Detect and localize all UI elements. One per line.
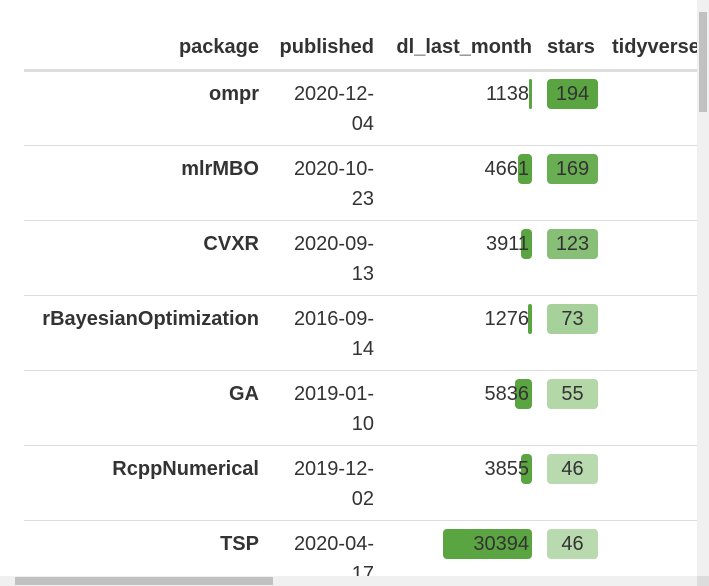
download-cell: 3855 <box>484 458 530 480</box>
package-cell: GA <box>229 383 259 405</box>
package-cell: TSP <box>220 533 259 555</box>
download-cell: 30394 <box>473 533 529 555</box>
stars-cell: 46 <box>547 529 598 559</box>
scroll-corner <box>697 576 709 586</box>
row-separator <box>24 295 697 296</box>
download-bar <box>520 454 532 484</box>
download-bar <box>520 229 532 259</box>
date-cell: 2019-12-02 <box>293 458 374 510</box>
download-bar <box>528 79 532 109</box>
package-cell: CVXR <box>203 233 259 255</box>
scroll-thumb[interactable] <box>699 12 707 112</box>
package-cell: ompr <box>209 83 259 105</box>
date-cell: 2020-04-17 <box>293 533 374 576</box>
stars-cell: 123 <box>547 229 598 259</box>
date-cell: 2020-09-13 <box>293 233 374 285</box>
download-bar <box>443 529 532 559</box>
table-view: package published dl_last_month stars tidyve… <box>1 1 697 576</box>
stars-cell: 46 <box>547 454 598 484</box>
row-separator <box>24 370 697 371</box>
column-header: tidyverse <box>612 36 697 58</box>
date-cell: 2019-01-10 <box>293 383 374 435</box>
download-cell: 1138 <box>485 83 529 105</box>
download-bar <box>518 154 532 184</box>
vertical-scrollbar[interactable] <box>697 0 709 576</box>
column-header: stars <box>547 36 595 58</box>
row-separator <box>24 520 697 521</box>
column-header: published <box>279 36 374 58</box>
row-separator <box>24 220 697 221</box>
horizontal-scrollbar[interactable] <box>0 576 697 586</box>
package-cell: RcppNumerical <box>112 458 259 480</box>
download-cell: 4661 <box>484 158 530 180</box>
stars-cell: 55 <box>547 379 598 409</box>
download-cell: 3911 <box>485 233 529 255</box>
date-cell: 2020-10-23 <box>293 158 374 210</box>
date-cell: 2020-12-04 <box>293 83 374 135</box>
column-header: dl_last_month <box>396 36 532 58</box>
download-bar <box>528 304 532 334</box>
download-cell: 1276 <box>484 308 530 330</box>
header-rule <box>24 69 697 72</box>
date-cell: 2016-09-14 <box>293 308 374 360</box>
column-header: package <box>178 36 259 58</box>
stars-cell: 194 <box>547 79 598 109</box>
package-cell: mlrMBO <box>181 158 259 180</box>
stars-cell: 169 <box>547 154 598 184</box>
stars-cell: 73 <box>547 304 598 334</box>
download-bar <box>514 379 532 409</box>
download-cell: 5836 <box>484 383 530 405</box>
row-separator <box>24 445 697 446</box>
row-separator <box>24 145 697 146</box>
package-cell: rBayesianOptimization <box>42 308 259 330</box>
scroll-thumb[interactable] <box>15 577 273 585</box>
